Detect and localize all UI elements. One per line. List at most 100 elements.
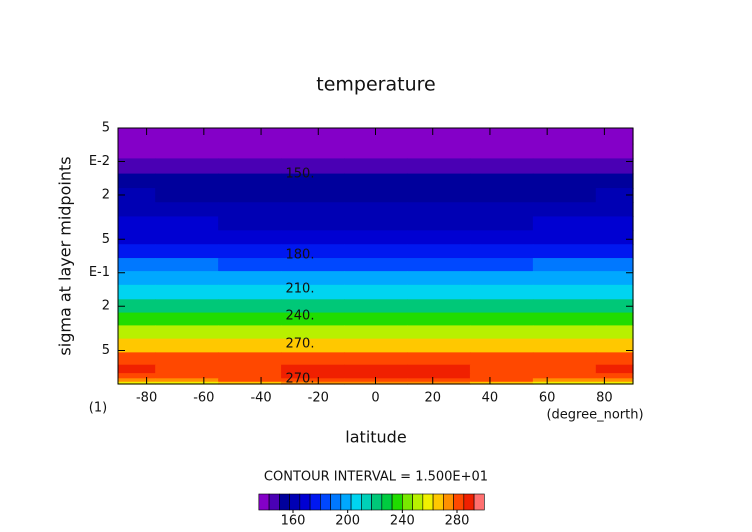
field-cell	[469, 128, 534, 145]
field-cell	[155, 216, 219, 231]
colorbar-tick-label: 160	[281, 514, 306, 529]
field-cell	[595, 271, 634, 286]
field-cell	[532, 216, 597, 231]
field-cell	[155, 173, 219, 189]
field-cell	[118, 378, 156, 383]
field-cell	[469, 173, 534, 189]
colorbar-box	[381, 493, 393, 511]
field-cell	[595, 381, 634, 385]
x-unit: (degree_north)	[546, 408, 643, 423]
field-cell	[344, 312, 408, 326]
field-cell	[281, 284, 345, 300]
chart-title: temperature	[316, 74, 435, 96]
field-cell	[469, 216, 534, 231]
field-cell	[532, 258, 597, 272]
field-cell	[595, 338, 634, 353]
field-cell	[469, 271, 534, 286]
field-cell	[469, 352, 534, 366]
field-cell	[281, 378, 345, 383]
field-cell	[281, 325, 345, 340]
field-cell	[281, 381, 345, 385]
y-unit: (1)	[89, 401, 107, 416]
field-cell	[595, 258, 634, 272]
field-cell	[281, 258, 345, 272]
colorbar-box	[340, 493, 352, 511]
field-cell	[344, 173, 408, 189]
field-cell	[118, 230, 156, 245]
field-cell	[281, 244, 345, 259]
field-cell	[406, 244, 471, 259]
field-cell	[218, 325, 282, 340]
field-cell	[281, 188, 345, 203]
field-cell	[532, 230, 597, 245]
field-cell	[532, 378, 597, 383]
field-cell	[155, 381, 219, 385]
field-cell	[469, 338, 534, 353]
field-cell	[344, 299, 408, 314]
x-tick-label: 80	[596, 391, 613, 406]
field-cell	[118, 128, 156, 145]
x-tick-label: 40	[482, 391, 499, 406]
field-cell	[281, 271, 345, 286]
field-cell	[406, 188, 471, 203]
colorbar-box	[361, 493, 372, 511]
field-cell	[281, 338, 345, 353]
field-cell	[218, 128, 282, 145]
field-cell	[469, 373, 534, 379]
x-tick-label: -60	[193, 391, 214, 406]
field-cell	[406, 158, 471, 175]
field-cell	[155, 378, 219, 383]
field-cell	[469, 378, 534, 383]
field-cell	[344, 158, 408, 175]
field-cell	[155, 352, 219, 366]
field-cell	[344, 216, 408, 231]
colorbar-tick-label: 200	[335, 514, 360, 529]
field-cell	[532, 128, 597, 145]
field-cell	[406, 373, 471, 379]
field-cell	[218, 216, 282, 231]
field-cell	[281, 373, 345, 379]
x-tick-label: 20	[424, 391, 441, 406]
field-cell	[218, 312, 282, 326]
y-tick-label: 5	[102, 121, 110, 136]
field-cell	[155, 143, 219, 160]
field-cell	[218, 381, 282, 385]
field-cell	[118, 173, 156, 189]
field-cell	[532, 158, 597, 175]
field-cell	[281, 128, 345, 145]
field-cell	[218, 158, 282, 175]
field-cell	[281, 216, 345, 231]
field-cell	[469, 364, 534, 374]
field-cell	[595, 299, 634, 314]
field-cell	[155, 299, 219, 314]
field-cell	[155, 312, 219, 326]
colorbar-box	[350, 493, 362, 511]
contour-label: 180.	[286, 248, 315, 263]
field-cell	[469, 325, 534, 340]
field-cell	[218, 188, 282, 203]
field-cell	[344, 230, 408, 245]
field-cell	[595, 364, 634, 374]
colorbar-box	[473, 493, 485, 511]
field-cell	[155, 284, 219, 300]
field-cell	[344, 271, 408, 286]
colorbar-box	[309, 493, 321, 511]
field-cell	[595, 312, 634, 326]
colorbar-box	[443, 493, 454, 511]
colorbar-tick-label: 280	[445, 514, 470, 529]
field-cell	[469, 284, 534, 300]
field-cell	[532, 325, 597, 340]
colorbar-box	[268, 493, 280, 511]
field-cell	[595, 230, 634, 245]
field-cell	[344, 188, 408, 203]
field-cell	[595, 373, 634, 379]
field-cell	[118, 244, 156, 259]
field-cell	[469, 143, 534, 160]
x-axis-label: latitude	[345, 428, 406, 447]
colorbar-box	[371, 493, 383, 511]
colorbar-box	[453, 493, 465, 511]
colorbar-box	[279, 493, 290, 511]
field-cell	[155, 158, 219, 175]
